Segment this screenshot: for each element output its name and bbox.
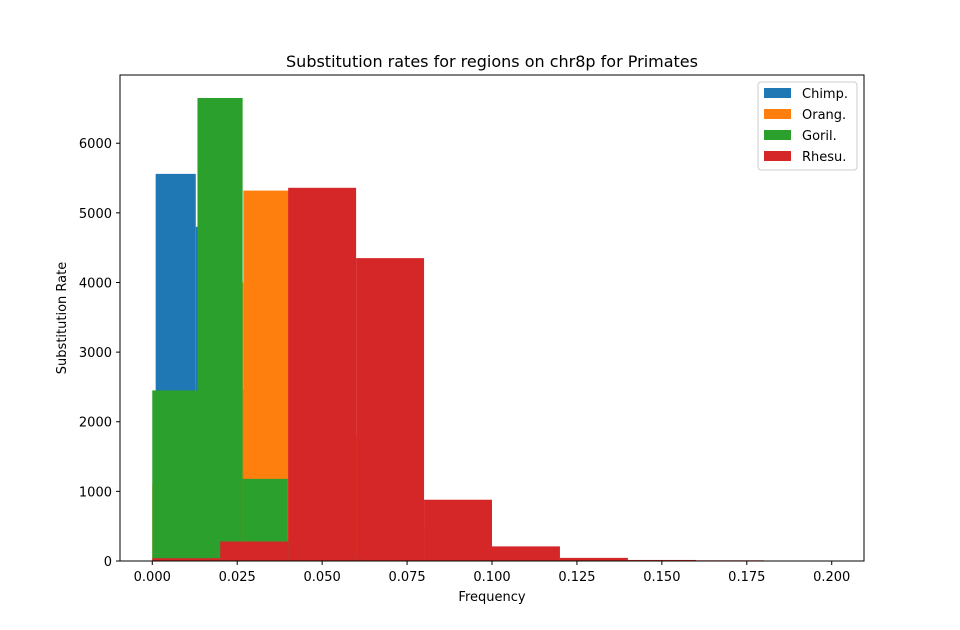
bars-layer <box>152 97 764 562</box>
x-tick-label: 0.000 <box>134 570 171 585</box>
x-tick-label: 0.150 <box>643 570 680 585</box>
y-tick-label: 2000 <box>79 416 112 431</box>
x-tick-label: 0.125 <box>558 570 595 585</box>
legend-label: Goril. <box>802 129 837 144</box>
x-tick-label: 0.075 <box>388 570 425 585</box>
plot-frame <box>119 74 865 562</box>
legend-label: Chimp. <box>802 87 848 102</box>
histogram-bar <box>627 559 696 561</box>
legend-label: Orang. <box>802 108 846 123</box>
chart-title: Substitution rates for regions on chr8p … <box>286 52 698 71</box>
y-tick-label: 5000 <box>79 207 112 222</box>
x-axis-label: Frequency <box>458 590 525 605</box>
y-axis-label: Substitution Rate <box>55 262 70 374</box>
legend-swatch <box>764 109 791 119</box>
x-axis: 0.000 0.025 0.050 0.075 0.100 0.125 0.150 0.175… <box>134 561 850 585</box>
x-tick-label: 0.025 <box>219 570 256 585</box>
y-tick-label: 4000 <box>79 276 112 291</box>
legend-label: Rhesu. <box>802 150 846 165</box>
histogram-bar <box>220 541 289 561</box>
histogram-bar <box>152 558 221 561</box>
x-tick-label: 0.175 <box>728 570 765 585</box>
histogram-bar <box>424 499 492 561</box>
legend-swatch <box>764 88 791 98</box>
legend-box <box>757 81 858 171</box>
series-rhesu <box>152 187 764 562</box>
legend-swatch <box>764 151 791 161</box>
x-tick-label: 0.100 <box>473 570 510 585</box>
legend: Chimp. Orang. Goril. Rhesu. <box>757 81 858 171</box>
histogram-bar <box>356 258 425 561</box>
y-tick-label: 3000 <box>79 346 112 361</box>
histogram-bar <box>492 546 560 561</box>
legend-swatch <box>764 130 791 140</box>
histogram-bar <box>197 97 243 561</box>
y-tick-label: 6000 <box>79 137 112 152</box>
y-axis: 0 1000 2000 3000 4000 5000 6000 <box>79 137 120 570</box>
x-tick-label: 0.050 <box>304 570 341 585</box>
histogram-bar <box>152 390 198 561</box>
y-tick-label: 1000 <box>79 485 112 500</box>
histogram-bar <box>559 557 628 561</box>
histogram-bar <box>288 187 357 562</box>
x-tick-label: 0.200 <box>813 570 850 585</box>
y-tick-label: 0 <box>104 555 112 570</box>
